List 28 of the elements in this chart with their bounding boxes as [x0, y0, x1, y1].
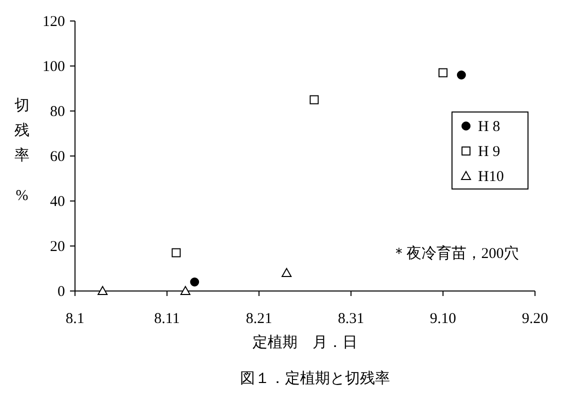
point	[438, 68, 448, 78]
annotation: ＊夜冷育苗，200穴	[391, 245, 519, 262]
y-tick-label: 100	[42, 59, 65, 75]
point	[172, 248, 181, 258]
y-tick-label: 40	[50, 194, 65, 210]
legend-label: H10	[478, 169, 504, 185]
x-tick-label: 8.31	[338, 311, 364, 327]
x-tick-label: 9.10	[430, 311, 456, 327]
point	[282, 268, 292, 277]
point	[98, 286, 108, 295]
x-tick-label: 8.1	[66, 311, 84, 327]
x-axis-title: 定植期 月．日	[252, 334, 358, 351]
x-tick-label: 8.21	[246, 311, 272, 327]
y-tick-label: 120	[42, 14, 65, 30]
point	[456, 70, 466, 80]
y-tick-label: 80	[50, 104, 65, 120]
legend-label: H 8	[478, 119, 500, 135]
y-tick-label: 20	[50, 239, 65, 255]
y-tick-label: 0	[58, 284, 65, 300]
x-tick-label: 8.11	[154, 311, 180, 327]
text: 図１．定植期と切残率	[240, 370, 390, 387]
point	[310, 95, 319, 104]
point	[190, 278, 200, 286]
y-tick-label: 60	[50, 149, 65, 165]
text: 切残率 %	[14, 98, 30, 204]
legend-label: H 9	[478, 144, 500, 160]
point	[180, 286, 190, 295]
x-tick-label: 9.20	[522, 311, 548, 327]
